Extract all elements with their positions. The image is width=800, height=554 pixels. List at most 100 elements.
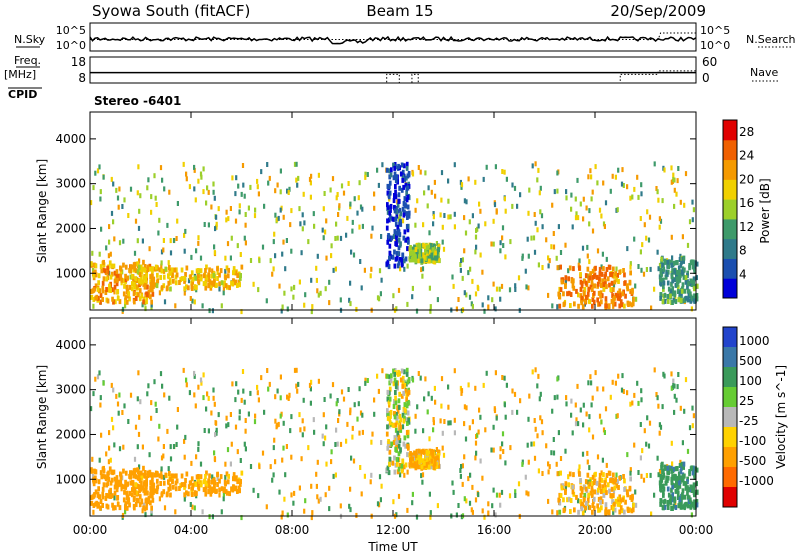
velocity-echo-cell	[364, 380, 367, 386]
power-echo-cell	[237, 183, 240, 189]
velocity-echo-cell	[193, 370, 196, 376]
power-echo-cell	[151, 268, 154, 274]
velocity-echo-cell	[197, 474, 200, 479]
power-echo-cell	[567, 276, 570, 282]
velocity-echo-cell	[133, 505, 136, 511]
velocity-echo-cell	[241, 369, 245, 374]
power-echo-cell	[335, 195, 338, 201]
velocity-echo-cell	[613, 485, 617, 491]
power-echo-cell	[423, 254, 426, 260]
velocity-echo-cell	[136, 396, 139, 402]
velocity-echo-cell	[96, 492, 100, 498]
power-echo-cell	[642, 271, 646, 277]
power-echo-cell	[564, 279, 567, 285]
velocity-echo-cell	[653, 492, 656, 498]
velocity-echo-cell	[553, 395, 556, 401]
power-echo-cell	[220, 280, 224, 286]
power-echo-cell	[394, 216, 398, 222]
velocity-echo-cell	[199, 377, 203, 383]
power-echo-cell	[585, 294, 588, 300]
power-echo-cell	[263, 203, 266, 209]
power-echo-cell	[321, 227, 324, 233]
power-echo-cell	[406, 194, 409, 200]
velocity-echo-cell	[404, 462, 408, 468]
velocity-colorbar-tick: 100	[739, 374, 762, 388]
power-echo-cell	[519, 192, 522, 198]
velocity-echo-cell	[349, 410, 352, 416]
power-echo-cell	[106, 298, 110, 304]
velocity-echo-cell	[276, 422, 279, 428]
power-echo-cell	[673, 187, 676, 193]
power-echo-cell	[675, 276, 679, 282]
power-echo-cell	[329, 187, 332, 193]
power-echo-cell	[163, 268, 166, 274]
power-echo-cell	[121, 306, 125, 312]
velocity-echo-cell	[346, 421, 349, 427]
power-echo-cell	[394, 174, 398, 180]
velocity-echo-cell	[334, 472, 337, 478]
velocity-echo-cell	[414, 428, 417, 434]
velocity-echo-cell	[119, 479, 123, 485]
power-echo-cell	[169, 279, 172, 285]
power-echo-cell	[160, 249, 164, 255]
velocity-echo-cell	[532, 441, 536, 447]
power-echo-cell	[197, 273, 200, 278]
velocity-echo-cell	[661, 469, 664, 475]
velocity-echo-cell	[422, 448, 425, 454]
velocity-echo-cell	[689, 504, 693, 510]
velocity-echo-cell	[151, 474, 154, 480]
power-echo-cell	[600, 271, 604, 277]
power-echo-cell	[674, 282, 678, 288]
power-echo-cell	[146, 185, 149, 191]
velocity-echo-cell	[687, 503, 690, 509]
power-echo-cell	[559, 264, 562, 270]
velocity-echo-cell	[148, 452, 151, 458]
beam-label: Beam 15	[366, 2, 433, 20]
velocity-echo-cell	[125, 505, 129, 511]
power-echo-cell	[683, 267, 686, 273]
power-echo-cell	[665, 271, 669, 277]
velocity-echo-cell	[426, 409, 429, 415]
velocity-echo-cell	[645, 441, 648, 447]
power-echo-cell	[128, 296, 131, 302]
power-echo-cell	[166, 222, 169, 228]
power-echo-cell	[558, 303, 562, 309]
power-echo-cell	[596, 248, 600, 254]
power-echo-cell	[577, 215, 580, 221]
velocity-echo-cell	[579, 478, 582, 483]
power-echo-cell	[604, 200, 608, 206]
velocity-echo-cell	[358, 430, 361, 436]
velocity-echo-cell	[247, 411, 250, 417]
velocity-echo-cell	[637, 470, 640, 475]
velocity-echo-cell	[691, 405, 694, 411]
power-echo-cell	[249, 258, 253, 263]
velocity-echo-cell	[127, 419, 130, 424]
time-tick-label: 20:00	[578, 523, 613, 537]
date-label: 20/Sep/2009	[610, 2, 706, 20]
velocity-echo-cell	[653, 367, 656, 373]
velocity-echo-cell	[478, 407, 481, 413]
velocity-echo-cell	[691, 423, 694, 429]
power-echo-cell	[402, 212, 406, 218]
power-echo-cell	[691, 264, 695, 270]
time-tick-label: 16:00	[477, 523, 512, 537]
velocity-echo-cell	[598, 413, 602, 419]
power-echo-cell	[168, 189, 171, 195]
velocity-echo-cell	[504, 414, 507, 420]
velocity-echo-cell	[122, 444, 125, 450]
power-echo-cell	[257, 287, 260, 293]
power-echo-cell	[619, 299, 623, 305]
power-echo-cell	[447, 178, 450, 184]
power-echo-cell	[92, 273, 96, 279]
velocity-echo-cell	[461, 481, 464, 487]
power-echo-cell	[272, 266, 275, 272]
velocity-echo-cell	[693, 504, 696, 510]
power-colorbar-swatch	[723, 218, 737, 240]
velocity-echo-cell	[403, 382, 407, 388]
velocity-echo-cell	[447, 420, 450, 426]
velocity-echo-cell	[396, 469, 400, 475]
velocity-echo-cell	[226, 447, 230, 453]
power-echo-cell	[299, 221, 302, 227]
power-echo-cell	[103, 268, 107, 274]
velocity-echo-cell	[440, 376, 444, 382]
